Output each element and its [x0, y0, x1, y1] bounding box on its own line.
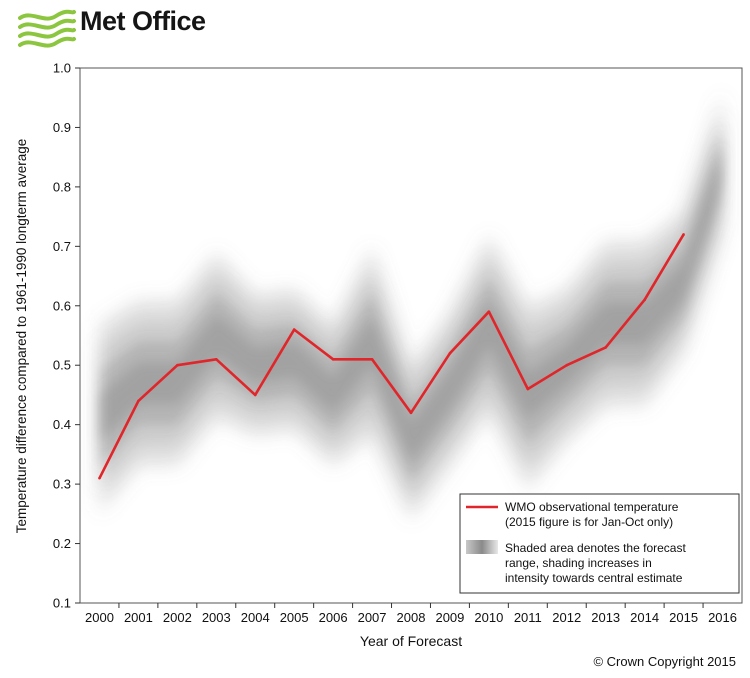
y-tick-label: 0.9 [53, 120, 71, 135]
data-point-2015 [682, 233, 685, 236]
legend-forecast-line2: range, shading increases in [505, 556, 652, 570]
legend-observed-line1: WMO observational temperature [505, 500, 679, 514]
y-axis-label: Temperature difference compared to 1961-… [14, 139, 29, 534]
legend-forecast-line1: Shaded area denotes the forecast [505, 541, 686, 555]
copyright-notice: © Crown Copyright 2015 [593, 654, 736, 669]
forecast-range-band [99, 91, 723, 520]
x-tick-label: 2011 [514, 610, 542, 625]
met-office-logo [18, 9, 76, 48]
data-point-2000 [98, 476, 101, 480]
data-point-2011 [526, 387, 530, 391]
x-tick-label: 2014 [630, 610, 659, 625]
x-tick-label: 2006 [319, 610, 348, 625]
logo-wave-4 [18, 36, 76, 48]
data-point-2008 [409, 411, 413, 415]
data-point-2004 [253, 393, 257, 397]
y-tick-label: 0.6 [53, 298, 71, 313]
plot-frame [79, 67, 743, 604]
legend: WMO observational temperature (2015 figu… [459, 493, 740, 594]
y-tick-label: 0.2 [53, 536, 71, 551]
x-tick-label: 2013 [591, 610, 620, 625]
y-tick-label: 0.3 [53, 477, 71, 492]
logo-wave-2 [18, 18, 76, 30]
x-tick-label: 2002 [163, 610, 192, 625]
x-tick-label: 2000 [85, 610, 114, 625]
x-tick-label: 2001 [124, 610, 153, 625]
x-tick-label: 2008 [397, 610, 426, 625]
wmo-observational-line [98, 233, 685, 479]
x-tick-label: 2003 [202, 610, 231, 625]
legend-swatch-forecast [466, 540, 498, 554]
forecast-band-core [99, 145, 723, 462]
data-point-2002 [176, 363, 179, 367]
legend-forecast-line3: intensity towards central estimate [505, 571, 683, 585]
plot-border [79, 67, 743, 604]
x-axis-label: Year of Forecast [360, 633, 462, 649]
brand-name: Met Office [80, 6, 206, 36]
data-point-2010 [487, 310, 491, 314]
y-axis: 0.1 0.2 0.3 0.4 0.5 0.6 0.7 0.8 0.9 1.0 [53, 61, 80, 611]
wave-icon [18, 9, 76, 48]
data-point-2012 [565, 363, 569, 367]
y-tick-label: 0.8 [53, 179, 71, 194]
legend-observed-line2: (2015 figure is for Jan-Oct only) [505, 515, 673, 529]
data-point-2005 [292, 328, 296, 331]
x-tick-label: 2009 [435, 610, 464, 625]
data-point-2013 [604, 346, 608, 349]
logo-wave-3 [18, 27, 76, 39]
logo-wave-1 [18, 9, 76, 21]
x-tick-label: 2004 [241, 610, 270, 625]
observed-points [98, 233, 685, 480]
data-point-2009 [448, 352, 452, 355]
x-tick-label: 2005 [280, 610, 309, 625]
legend-box [459, 493, 740, 594]
data-point-2001 [137, 399, 140, 403]
x-tick-label: 2010 [474, 610, 503, 625]
y-tick-label: 1.0 [53, 61, 71, 76]
x-axis: 2000 2001 2002 2003 2004 2005 2006 2007 2008 2009… [85, 603, 737, 625]
x-tick-label: 2016 [708, 610, 737, 625]
y-tick-label: 0.5 [53, 358, 71, 373]
data-point-2007 [370, 357, 374, 361]
y-tick-label: 0.1 [53, 596, 71, 611]
data-point-2014 [643, 298, 646, 302]
y-tick-label: 0.7 [53, 239, 71, 254]
data-point-2006 [331, 357, 335, 361]
x-tick-label: 2012 [552, 610, 581, 625]
x-tick-label: 2015 [669, 610, 698, 625]
data-point-2003 [214, 357, 218, 361]
x-tick-label: 2007 [358, 610, 387, 625]
y-tick-label: 0.4 [53, 417, 71, 432]
